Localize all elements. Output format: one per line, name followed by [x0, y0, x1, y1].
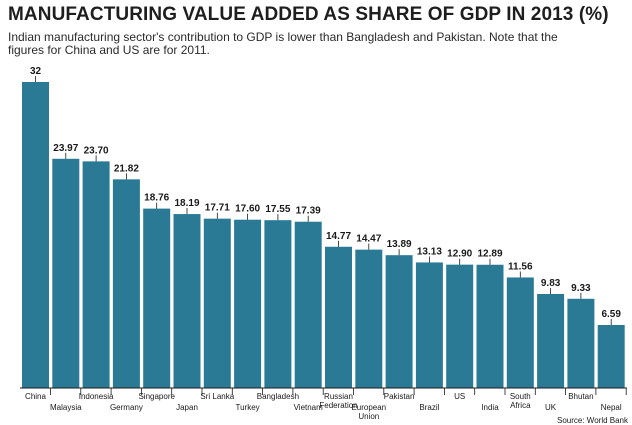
category-label: Russian	[324, 392, 353, 401]
bar-17	[537, 294, 565, 388]
bars-group	[22, 82, 625, 388]
category-label: China	[25, 392, 46, 401]
category-label: Turkey	[236, 403, 260, 412]
value-label: 12.89	[477, 249, 502, 260]
value-label: 32	[30, 66, 42, 77]
value-labels-group: 32 23.97 23.70 21.82 18.76 18.19 17.71 17.60 17.…	[30, 66, 621, 325]
category-label: Malaysia	[50, 403, 82, 412]
chart-subtitle: Indian manufacturing sector's contributi…	[8, 30, 558, 57]
category-label: Africa	[510, 401, 531, 410]
value-label: 18.19	[174, 198, 199, 209]
value-label: 6.59	[601, 309, 621, 320]
category-label: India	[481, 403, 499, 412]
bar-8	[264, 220, 292, 388]
chart-title: MANUFACTURING VALUE ADDED AS SHARE OF GD…	[8, 4, 609, 25]
bar-10	[325, 246, 352, 388]
value-label: 14.77	[326, 231, 351, 242]
bar-3	[112, 179, 140, 388]
bar-0	[22, 82, 49, 388]
category-label: Japan	[176, 403, 198, 412]
bar-16	[506, 277, 534, 388]
bar-9	[294, 221, 322, 388]
value-label: 9.33	[571, 283, 591, 294]
bar-15	[476, 264, 504, 388]
source-note: Source: World Bank	[557, 416, 628, 425]
value-label: 23.70	[84, 145, 109, 156]
value-label: 18.76	[144, 193, 169, 204]
category-label: Germany	[110, 403, 143, 412]
value-label: 17.71	[205, 203, 230, 214]
category-label: Bhutan	[568, 392, 593, 401]
bar-12	[385, 255, 413, 388]
bar-18	[567, 298, 595, 388]
bar-13	[415, 262, 443, 388]
category-label: Singapore	[138, 392, 175, 401]
value-label: 12.90	[447, 249, 472, 260]
bar-19	[597, 324, 625, 388]
value-label: 17.39	[296, 206, 321, 217]
bar-14	[446, 264, 474, 388]
category-label: Union	[358, 412, 379, 421]
value-label: 14.47	[356, 234, 381, 245]
value-label: 23.97	[53, 143, 78, 154]
bar-11	[355, 249, 383, 388]
category-label: European	[351, 403, 386, 412]
bar-7	[234, 219, 262, 388]
category-label: Bangladesh	[257, 392, 299, 401]
category-labels-group: China Malaysia Indonesia Germany SingaporeJa…	[25, 388, 627, 421]
value-label: 13.13	[417, 246, 442, 257]
value-label: 11.56	[508, 261, 533, 272]
bar-5	[173, 214, 201, 388]
category-label: Vietnam	[294, 403, 324, 412]
value-label: 13.89	[387, 239, 412, 250]
category-label: Indonesia	[79, 392, 114, 401]
category-label: Federation	[319, 401, 357, 410]
category-label: Pakistan	[384, 392, 415, 401]
bar-4	[143, 208, 171, 388]
bar-1	[52, 158, 80, 388]
category-label: Nepal	[601, 403, 622, 412]
value-label: 9.83	[541, 278, 561, 289]
bar-2	[82, 161, 110, 388]
category-label: Brazil	[419, 403, 439, 412]
bar-6	[203, 218, 231, 388]
category-label: Sri Lanka	[200, 392, 234, 401]
value-label: 17.60	[235, 204, 260, 215]
category-label: South	[510, 392, 531, 401]
value-label: 21.82	[114, 163, 139, 174]
category-label: US	[454, 392, 465, 401]
category-label: UK	[545, 403, 557, 412]
value-label: 17.55	[265, 204, 290, 215]
